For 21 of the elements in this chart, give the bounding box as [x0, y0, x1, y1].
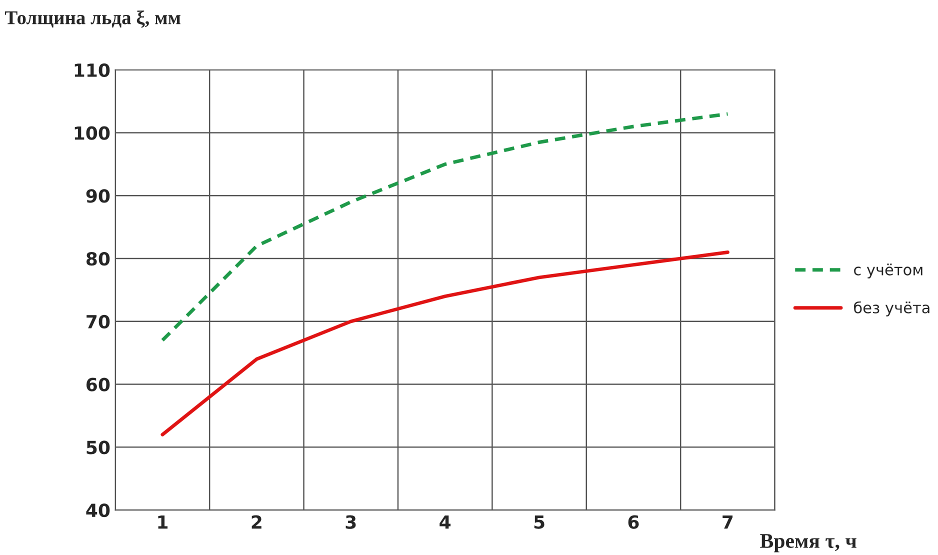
y-tick-label: 40 [86, 504, 110, 518]
y-tick-label: 50 [86, 440, 110, 454]
y-tick-label: 80 [86, 252, 110, 266]
y-axis-title: Толщина льда ξ, мм [4, 10, 180, 28]
line-series [160, 112, 730, 342]
line-series [160, 250, 730, 436]
y-tick-label: 70 [86, 314, 110, 329]
y-tick-label: 100 [74, 126, 110, 140]
x-tick-label: 3 [346, 515, 356, 529]
x-axis-title: Время τ, ч [760, 534, 856, 552]
x-tick-label: 7 [722, 515, 733, 529]
legend-label: без учёта [854, 301, 930, 316]
legend-label: с учётом [854, 264, 922, 278]
x-tick-label: 6 [628, 515, 639, 529]
x-tick-label: 5 [534, 515, 544, 529]
x-tick-label: 2 [252, 515, 262, 529]
x-tick-label: 1 [158, 515, 168, 529]
y-tick-label: 90 [86, 189, 110, 203]
y-tick-label: 60 [86, 378, 110, 392]
y-tick-label: 110 [74, 63, 110, 78]
x-tick-label: 4 [440, 515, 451, 529]
